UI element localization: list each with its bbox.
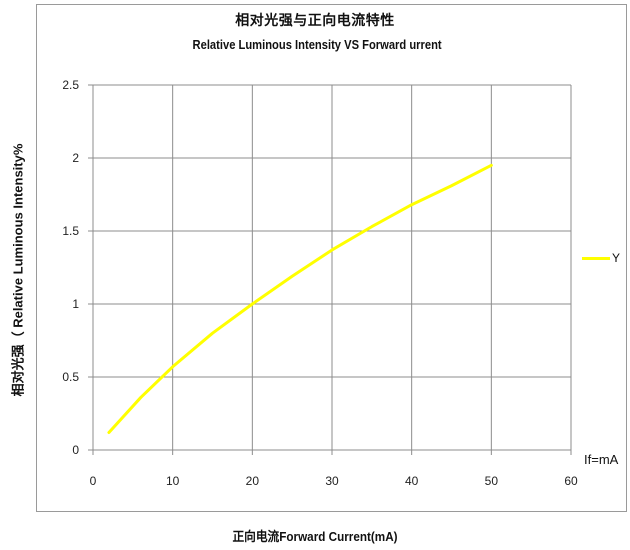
x-tick-label: 60 xyxy=(564,474,578,488)
x-tick-label: 10 xyxy=(166,474,180,488)
y-tick-label: 1 xyxy=(72,297,79,311)
y-tick-label: 0 xyxy=(72,443,79,457)
chart-frame xyxy=(36,4,627,512)
series-line-y xyxy=(107,163,493,434)
legend: Y xyxy=(582,251,620,265)
x-tick-label: 0 xyxy=(90,474,97,488)
x-tick-label: 20 xyxy=(246,474,260,488)
y-tick-label: 0.5 xyxy=(62,370,79,384)
legend-line-swatch xyxy=(582,256,610,260)
x-axis-label: 正向电流Forward Current(mA) xyxy=(232,529,398,544)
y-tick-label: 2.5 xyxy=(62,78,79,92)
y-axis-label: 相对光强（ Relative Luminous Intensity% xyxy=(10,143,26,397)
chart-title: 相对光强与正向电流特性 xyxy=(235,12,395,28)
x-tick-label: 50 xyxy=(485,474,499,488)
legend-label: Y xyxy=(612,251,621,265)
y-tick-label: 1.5 xyxy=(62,224,79,238)
x-unit-label: If=mA xyxy=(584,452,619,467)
x-tick-label: 40 xyxy=(405,474,419,488)
chart-subtitle: Relative Luminous Intensity VS Forward u… xyxy=(192,37,442,52)
y-tick-label: 2 xyxy=(72,151,79,165)
x-tick-label: 30 xyxy=(325,474,339,488)
